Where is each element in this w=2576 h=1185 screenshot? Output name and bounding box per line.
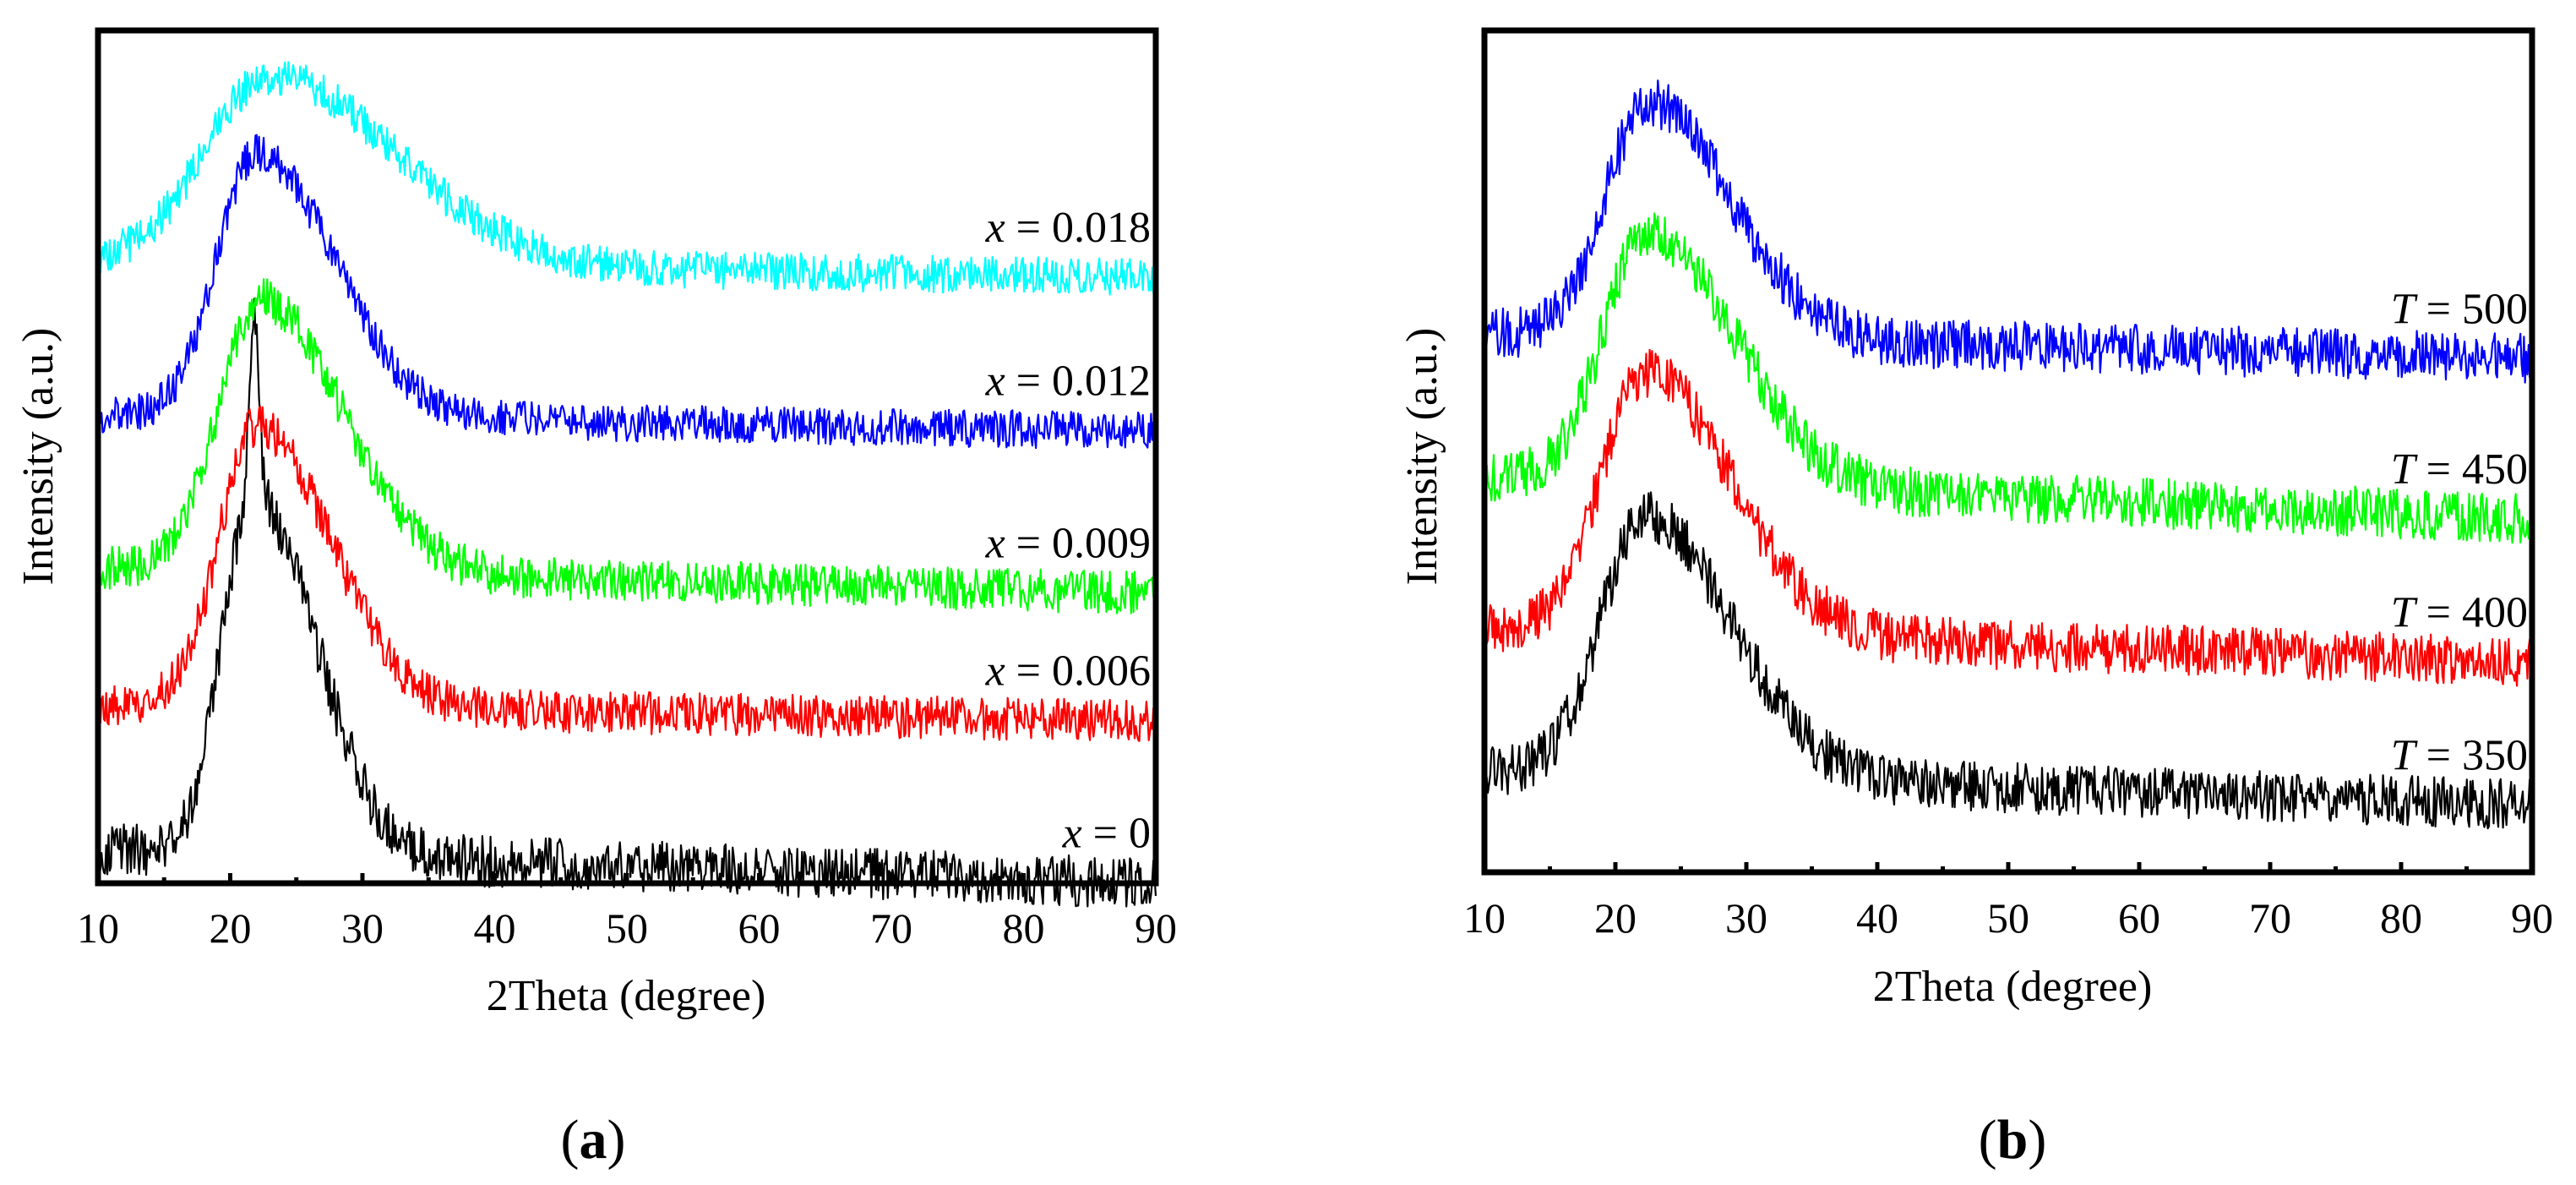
series-label-b-2: T = 450 [2391,445,2528,494]
series-line-a-2 [96,278,1157,614]
x-tick-label-b-10: 10 [1463,894,1506,942]
plot-frame-a [95,27,1159,887]
x-tick-label-b-60: 60 [2118,894,2160,942]
series-label-b-0: T = 350 [2391,732,2528,780]
panel-label-b: (b) [1979,1109,2047,1171]
series-label-a-1: x = 0.006 [985,647,1151,696]
series-line-a-3 [96,134,1157,450]
series-line-b-3 [1483,79,2533,384]
y-axis-label-b: Intensity (a.u.) [1398,328,1446,586]
panel-a: Intensity (a.u.) 2Theta (degree) (a) 10 2… [14,27,1177,1171]
panel-letter-a: a [580,1109,607,1171]
series-line-a-1 [96,405,1157,742]
curves-a [96,61,1157,908]
panel-label-a: (a) [561,1109,626,1171]
y-axis-label-a: Intensity (a.u.) [14,328,63,586]
series-labels-a: x = 0 x = 0.006 x = 0.009 x = 0.012 x = 0.01… [985,204,1151,857]
x-tick-label-b-40: 40 [1856,894,1898,942]
ticks-a: 10 20 30 40 50 60 70 80 90 [77,873,1177,952]
x-axis-label-a: 2Theta (degree) [487,972,766,1020]
series-label-b-3: T = 500 [2391,286,2528,334]
series-line-b-2 [1483,212,2534,544]
series-labels-b: T = 350 T = 400 T = 450 T = 500 [2391,286,2528,780]
series-label-a-2: x = 0.009 [985,519,1151,567]
x-tick-label-a-50: 50 [606,904,648,952]
x-tick-label-a-10: 10 [77,904,119,952]
x-tick-label-a-60: 60 [738,904,781,952]
x-tick-label-b-50: 50 [1987,894,2029,942]
x-tick-label-b-30: 30 [1725,894,1767,942]
x-tick-label-a-70: 70 [870,904,912,952]
curves-b [1483,79,2534,830]
x-tick-label-a-90: 90 [1135,904,1177,952]
series-label-a-0: x = 0 [1062,809,1151,857]
series-label-a-4: x = 0.018 [985,204,1151,252]
ticks-b: 10 20 30 40 50 60 70 80 90 [1463,862,2553,942]
series-line-b-1 [1483,348,2534,687]
panel-b: Intensity (a.u.) 2Theta (degree) (b) 10 2… [1398,27,2553,1171]
x-tick-label-b-90: 90 [2511,894,2553,942]
x-tick-label-a-80: 80 [1003,904,1045,952]
x-tick-label-a-20: 20 [210,904,252,952]
x-tick-label-b-80: 80 [2380,894,2422,942]
x-tick-label-b-70: 70 [2249,894,2291,942]
x-tick-label-a-30: 30 [341,904,384,952]
x-tick-label-b-20: 20 [1594,894,1637,942]
x-axis-label-b: 2Theta (degree) [1873,963,2153,1011]
series-label-a-3: x = 0.012 [985,358,1151,406]
series-line-b-0 [1483,491,2534,830]
series-label-b-1: T = 400 [2391,588,2528,636]
plot-frame-b [1481,27,2535,876]
panel-letter-b: b [1997,1109,2029,1171]
x-tick-label-a-40: 40 [474,904,516,952]
series-line-a-4 [96,61,1157,298]
